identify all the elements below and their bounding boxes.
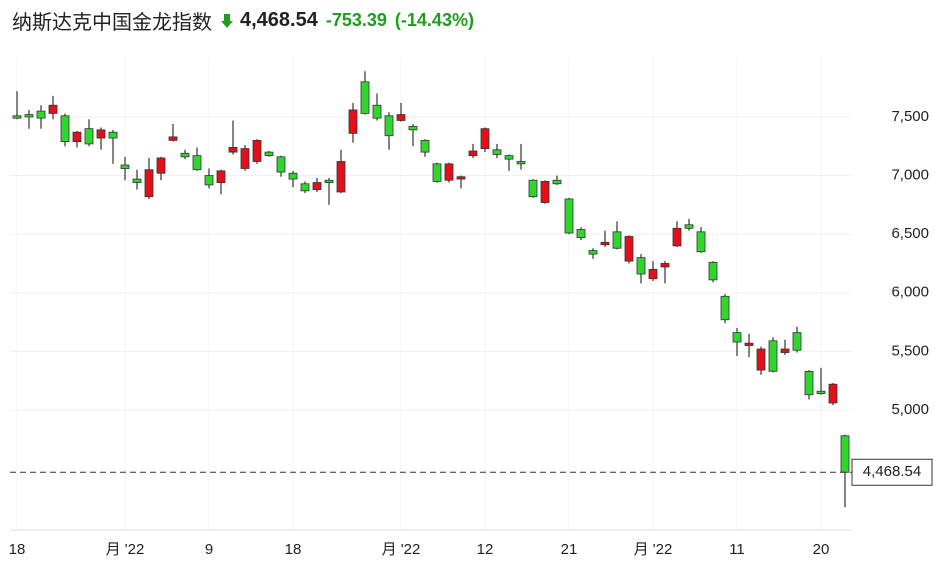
- y-tick-label: 6,500: [891, 225, 929, 242]
- x-tick-label: 月 '22: [106, 541, 145, 558]
- x-tick-label: 12: [477, 541, 494, 558]
- candle-body: [324, 179, 334, 183]
- candle-body: [480, 128, 490, 150]
- candle-body: [156, 157, 166, 174]
- candle-body: [588, 250, 598, 255]
- candle-body: [660, 263, 670, 268]
- candle-body: [720, 295, 730, 321]
- candle-body: [300, 183, 310, 192]
- candle-body: [204, 175, 214, 186]
- candle-body: [60, 115, 70, 142]
- x-tick-label: 18: [285, 541, 302, 558]
- candle-body: [96, 129, 106, 139]
- candle-body: [264, 151, 274, 157]
- x-tick-label: 月 '22: [382, 541, 421, 558]
- price: 4,468.54: [240, 9, 318, 31]
- candle-body: [744, 342, 754, 346]
- candle-body: [144, 169, 154, 198]
- y-tick-label: 7,000: [891, 167, 929, 184]
- candle-body: [540, 181, 550, 203]
- candle-body: [792, 332, 802, 351]
- header: 纳斯达克中国金龙指数 4,468.54 -753.39 (-14.43%): [12, 6, 482, 35]
- candle-body: [48, 104, 58, 114]
- candle-body: [624, 236, 634, 262]
- candle-body: [408, 125, 418, 131]
- x-tick-label: 9: [205, 541, 213, 558]
- candle-body: [84, 128, 94, 145]
- candle-body: [252, 139, 262, 162]
- candle-body: [192, 155, 202, 171]
- candle-body: [444, 163, 454, 181]
- last-price-box: [851, 458, 933, 486]
- candle-body: [420, 139, 430, 153]
- candle-body: [348, 109, 358, 134]
- candle-body: [276, 156, 286, 173]
- candle-body: [12, 115, 22, 119]
- candle-body: [336, 161, 346, 193]
- candle-body: [768, 340, 778, 372]
- x-tick-label: 20: [813, 541, 830, 558]
- candle-body: [432, 163, 442, 182]
- candle-body: [576, 229, 586, 239]
- candle-body: [696, 231, 706, 253]
- candle-body: [468, 150, 478, 157]
- y-tick-label: 5,000: [891, 401, 929, 418]
- candle-body: [528, 179, 538, 198]
- x-tick-label: 11: [729, 541, 745, 558]
- candle-body: [756, 348, 766, 371]
- candle-body: [240, 148, 250, 169]
- candle-body: [168, 136, 178, 141]
- candle-body: [492, 149, 502, 155]
- candle-body: [684, 224, 694, 229]
- y-tick-label: 5,500: [891, 342, 929, 359]
- candle-body: [216, 170, 226, 183]
- candle-body: [360, 81, 370, 114]
- y-tick-label: 7,500: [891, 108, 929, 125]
- candle-body: [504, 155, 514, 160]
- candle-body: [780, 348, 790, 353]
- candle-body: [288, 172, 298, 180]
- x-tick-label: 18: [9, 541, 26, 558]
- change: -753.39: [325, 10, 387, 30]
- down-arrow: [221, 13, 233, 28]
- candle-body: [672, 227, 682, 247]
- candle-body: [72, 131, 82, 142]
- x-tick-label: 月 '22: [634, 541, 673, 558]
- candle-body: [396, 114, 406, 121]
- candle-body: [828, 383, 838, 404]
- candle-body: [108, 131, 118, 139]
- x-tick-label: 21: [561, 541, 578, 558]
- candle-body: [732, 332, 742, 343]
- candle-body: [636, 257, 646, 275]
- last-price-label: 4,468.54: [863, 463, 921, 480]
- candle-body: [312, 182, 322, 191]
- candle-body: [564, 198, 574, 234]
- candle-body: [516, 161, 526, 165]
- index-title: 纳斯达克中国金龙指数: [12, 12, 212, 34]
- candle-body: [120, 164, 130, 169]
- candle-body: [708, 261, 718, 281]
- candle-body: [132, 178, 142, 183]
- candle-body: [384, 115, 394, 137]
- candle-body: [648, 268, 658, 280]
- candle-body: [180, 152, 190, 158]
- change-pct: (-14.43%): [394, 10, 474, 30]
- candle-body: [816, 390, 826, 394]
- y-tick-label: 6,000: [891, 284, 929, 301]
- candle-body: [36, 110, 46, 119]
- candle-body: [600, 241, 610, 246]
- candle-body: [840, 435, 850, 473]
- candle-body: [804, 370, 814, 396]
- candle-body: [372, 104, 382, 119]
- candle-body: [24, 114, 34, 118]
- candle-body: [228, 147, 238, 153]
- candle-body: [612, 231, 622, 249]
- candle-body: [456, 176, 466, 180]
- candle-body: [552, 179, 562, 185]
